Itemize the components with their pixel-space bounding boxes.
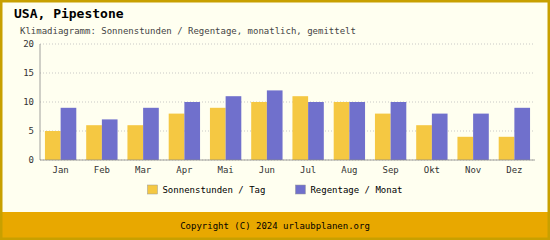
background [0,0,550,240]
bar [391,102,407,160]
border [1,1,549,239]
y-tick-label: 0 [29,155,34,165]
legend: Sonnenstunden / Tag Regentage / Monat [147,185,402,195]
bar [127,125,143,160]
x-tick-label: Jan [52,165,68,175]
footer-text: Copyright (C) 2024 urlaubplanen.org [180,221,370,231]
bar [514,108,530,160]
bar [251,102,267,160]
legend-swatch [295,185,305,194]
bar [169,114,185,160]
footer [0,212,550,240]
bar [416,125,432,160]
x-tick-label: Nov [465,165,481,175]
x-tick-label: Feb [94,165,110,175]
bar [499,137,515,160]
bar [292,96,308,160]
bars [45,90,530,160]
chart: USA, Pipestone Klimadiagramm: Sonnenstund… [0,0,550,240]
grid-line [40,102,535,103]
bar [86,125,102,160]
x-tick-label: Mai [217,165,233,175]
x-tick-label: Jul [300,165,316,175]
y-tick-label: 20 [23,39,34,49]
x-tick-label: Jun [259,165,275,175]
subtitle: Klimadiagramm: Sonnenstunden / Regentage… [20,26,356,36]
x-tick-label: Okt [424,165,440,175]
y-tick-label: 10 [23,97,34,107]
x-tick-label: Sep [382,165,398,175]
bar [267,90,283,160]
bar [457,137,473,160]
bar [226,96,242,160]
title: USA, Pipestone [14,6,124,21]
y-tick-label: 5 [29,126,34,136]
legend-entry: Sonnenstunden / Tag [162,185,265,195]
legend-swatch [147,185,157,194]
bar [473,114,489,160]
bar [308,102,324,160]
bar [184,102,200,160]
bar [334,102,350,160]
bar [210,108,226,160]
x-tick-label: Dez [506,165,522,175]
x-tick-label: Mar [135,165,152,175]
bar [45,131,61,160]
grid-line [40,73,535,74]
bar [375,114,391,160]
bar [61,108,77,160]
grid-line [40,44,535,45]
grid-line [40,160,535,161]
bar [349,102,365,160]
x-tick-label: Apr [176,165,193,175]
x-tick-label: Aug [341,165,357,175]
x-axis [40,160,535,161]
y-tick-label: 15 [23,68,34,78]
bar [102,119,118,160]
bar [432,114,448,160]
bar [143,108,159,160]
legend-entry: Regentage / Monat [310,185,402,195]
y-axis [40,44,41,160]
